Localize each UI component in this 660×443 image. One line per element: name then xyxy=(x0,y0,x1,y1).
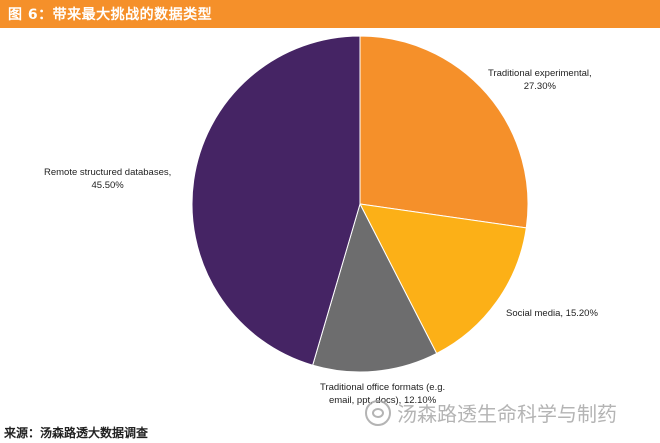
pie-slice-3 xyxy=(191,35,361,366)
pie-slice-1 xyxy=(359,203,527,355)
pie-slice-2 xyxy=(312,202,438,373)
slice-label-traditional-experimental: Traditional experimental, 27.30% xyxy=(488,68,592,92)
slice-label-social-media: Social media, 15.20% xyxy=(506,308,598,319)
watermark-text: 汤森路透生命科学与制药 xyxy=(397,402,617,426)
header-bar xyxy=(0,0,660,28)
slice-label-remote-databases: Remote structured databases, 45.50% xyxy=(44,167,172,191)
slice-label-office-formats: Traditional office formats (e.g. email, p… xyxy=(320,382,446,406)
chart-title: 图 6：带来最大挑战的数据类型 xyxy=(8,7,213,23)
watermark: 汤森路透生命科学与制药 xyxy=(365,398,617,427)
pie-slice-0 xyxy=(359,35,529,229)
source-note: 来源：汤森路透大数据调查 xyxy=(4,426,149,440)
wechat-icon xyxy=(365,399,391,426)
